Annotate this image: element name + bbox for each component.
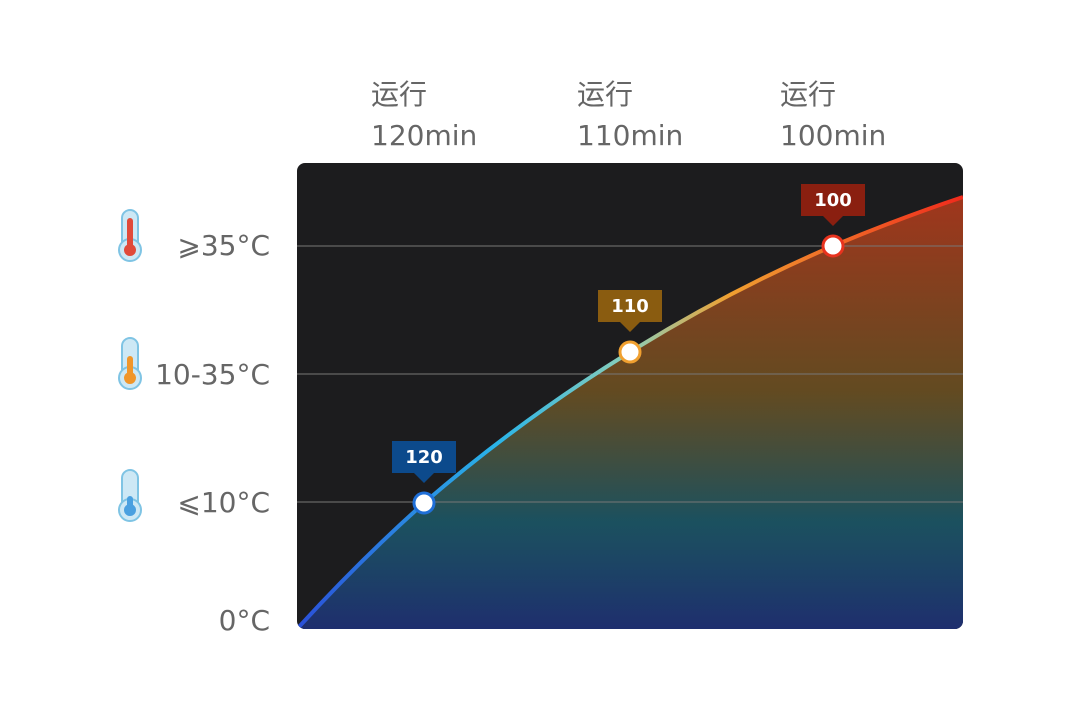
row-label: 10-35°C <box>155 358 270 391</box>
marker-tag <box>392 441 456 483</box>
marker-label: 110 <box>611 296 649 317</box>
marker-tag <box>801 184 865 226</box>
thermometer-icon <box>118 469 142 522</box>
icons <box>118 209 142 522</box>
row-label: 0°C <box>219 604 270 637</box>
marker-tag <box>598 290 662 332</box>
marker: 110 <box>598 290 662 364</box>
column-label: 运行 <box>780 78 836 111</box>
column-time: 120min <box>371 119 477 152</box>
marker-dot <box>618 340 642 364</box>
marker-dot <box>821 234 845 258</box>
column-label: 运行 <box>371 78 427 111</box>
row-label: ⩽10°C <box>177 486 270 519</box>
column-label: 运行 <box>577 78 633 111</box>
marker: 120 <box>392 441 456 515</box>
column-time: 100min <box>780 119 886 152</box>
area <box>297 197 963 629</box>
marker-label: 120 <box>405 447 443 468</box>
column-time: 110min <box>577 119 683 152</box>
thermometer-icon <box>118 337 142 390</box>
marker-label: 100 <box>814 190 852 211</box>
row-label: ⩾35°C <box>177 229 270 262</box>
marker-dot <box>412 491 436 515</box>
marker: 100 <box>801 184 865 258</box>
thermometer-icon <box>118 209 142 262</box>
